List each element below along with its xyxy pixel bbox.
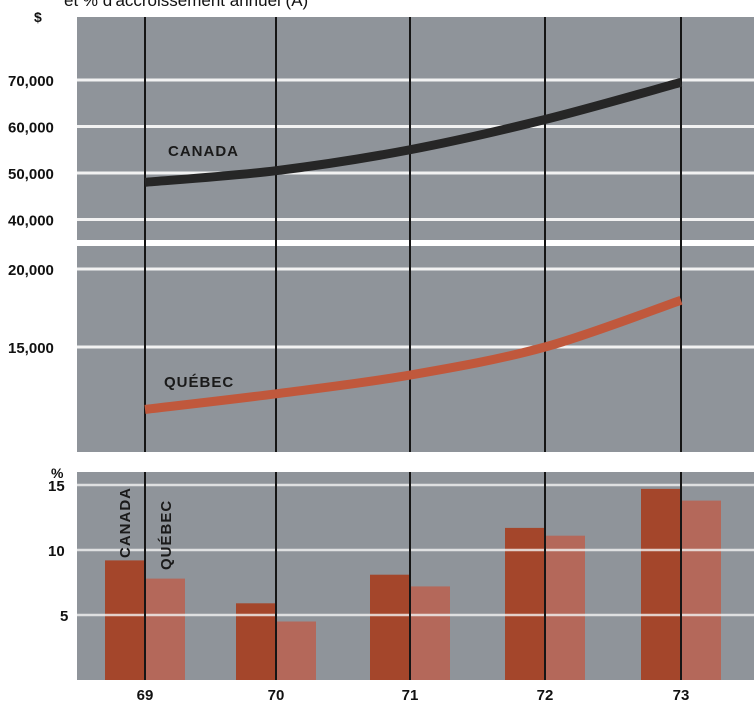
y-tick-label: 15 xyxy=(48,478,65,495)
bar-label-canada: CANADA xyxy=(117,487,134,558)
bar-canada xyxy=(105,560,145,680)
series-label-canada: CANADA xyxy=(168,143,239,160)
y-tick-label: 70,000 xyxy=(8,73,54,90)
x-tick-label: 69 xyxy=(137,687,154,702)
bar-canada xyxy=(370,574,410,680)
caption-text: et % d'accroissement annuel (A) xyxy=(64,0,309,10)
axis-break xyxy=(77,240,754,246)
chart-caption: et % d'accroissement annuel (A) xyxy=(0,0,754,14)
y-unit-label: $ xyxy=(34,9,42,25)
x-axis: 69 70 71 72 73 xyxy=(137,687,690,702)
bar-canada xyxy=(641,488,681,680)
bar-quebec xyxy=(410,586,450,680)
top-panel: 70,000 60,000 50,000 40,000 20,000 15,000 $ CAN… xyxy=(8,9,754,452)
x-tick-label: 72 xyxy=(537,687,554,702)
y-tick-label: 15,000 xyxy=(8,340,54,357)
bar-label-quebec: QUÉBEC xyxy=(158,500,175,570)
y-tick-label: 5 xyxy=(60,608,68,625)
y-tick-label: 20,000 xyxy=(8,262,54,279)
y-tick-label: 10 xyxy=(48,543,65,560)
bar-quebec xyxy=(145,578,185,680)
y-unit-label: % xyxy=(51,465,64,481)
bar-canada xyxy=(505,527,545,680)
y-tick-label: 60,000 xyxy=(8,120,54,137)
x-tick-label: 73 xyxy=(673,687,690,702)
x-tick-label: 71 xyxy=(402,687,419,702)
y-tick-label: 40,000 xyxy=(8,213,54,230)
series-label-quebec: QUÉBEC xyxy=(164,374,234,391)
series-line-canada xyxy=(144,77,683,187)
series-line-quebec xyxy=(144,295,683,414)
bar-quebec xyxy=(681,500,721,680)
x-tick-label: 70 xyxy=(268,687,285,702)
y-tick-label: 50,000 xyxy=(8,166,54,183)
bottom-panel: 15 10 5% CANADA QUÉBEC xyxy=(48,465,754,680)
bar-quebec xyxy=(545,535,585,680)
bar-quebec xyxy=(276,621,316,680)
